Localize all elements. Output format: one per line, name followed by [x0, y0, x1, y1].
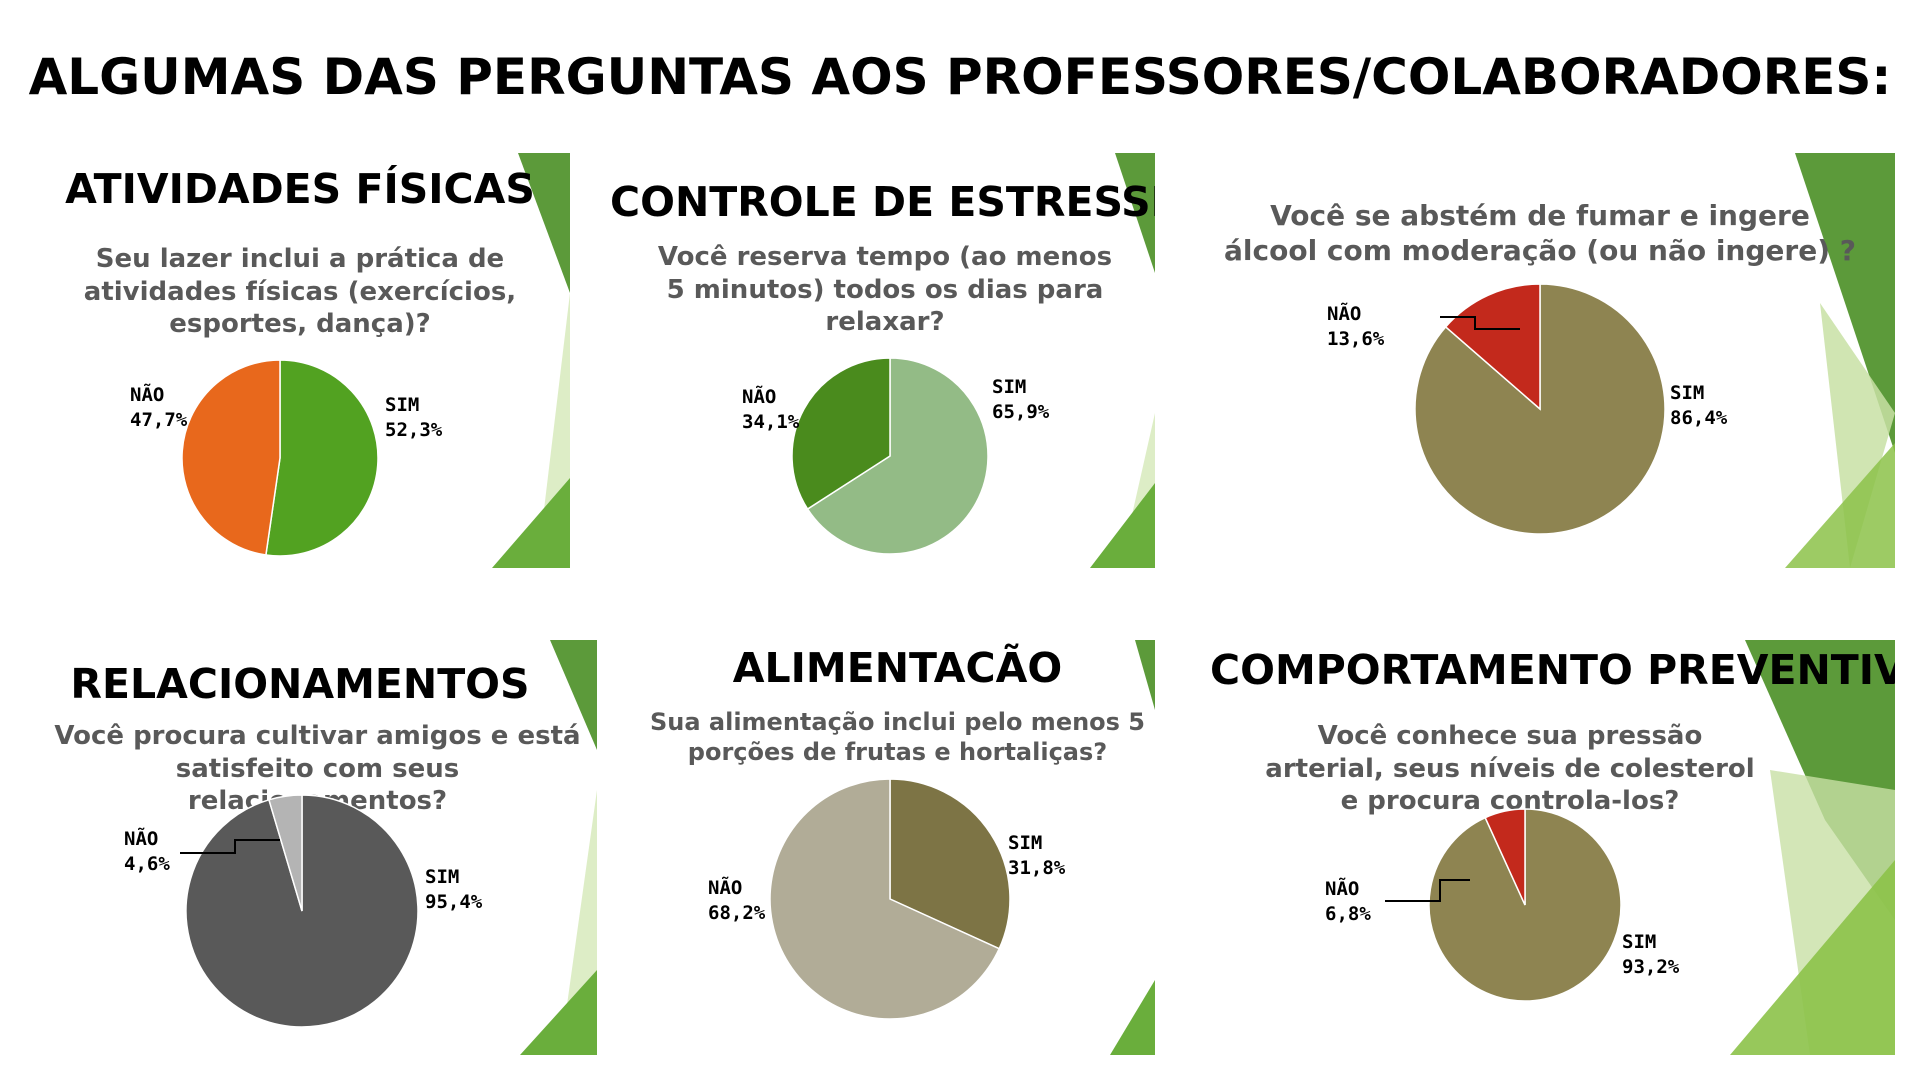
chart-title: RELACIONAMENTOS	[70, 660, 530, 708]
chart-panel-alimentacao: ALIMENTACÃO Sua alimentação inclui pelo …	[640, 640, 1155, 1055]
decorative-green-shapes	[1785, 153, 1895, 568]
pie-chart: SIM 86,4% NÃO 13,6%	[1327, 283, 1728, 535]
slice-value-nao: 6,8%	[1325, 903, 1371, 925]
slice-value-nao: 34,1%	[742, 411, 800, 433]
slice-label-nao: NÃO	[124, 826, 158, 850]
pie-slice-nao	[1484, 808, 1526, 906]
chart-panel-relacionamentos: RELACIONAMENTOS Você procura cultivar am…	[40, 640, 597, 1055]
slice-label-sim: SIM	[992, 376, 1026, 398]
slice-value-nao: 68,2%	[708, 902, 766, 924]
pie-chart: SIM 52,3% NÃO 47,7%	[130, 359, 443, 557]
slice-label-sim: SIM	[1670, 382, 1704, 404]
decorative-green-shapes	[492, 153, 570, 568]
slice-label-nao: NÃO	[742, 384, 776, 408]
slice-value-sim: 86,4%	[1670, 407, 1728, 429]
pie-slice-nao	[1444, 283, 1541, 411]
slice-value-sim: 65,9%	[992, 401, 1050, 423]
leader-line	[1385, 879, 1470, 902]
slice-value-nao: 47,7%	[130, 409, 188, 431]
chart-title: ATIVIDADES FÍSICAS	[65, 165, 535, 213]
chart-question: Você conhece sua pressão arterial, seus …	[1265, 721, 1755, 816]
leader-line	[180, 839, 280, 854]
pie-slice-nao	[181, 359, 281, 556]
slice-label-nao: NÃO	[1327, 301, 1361, 325]
chart-panel-atividades-fisicas: ATIVIDADES FÍSICAS Seu lazer inclui a pr…	[40, 153, 570, 568]
leader-line	[1440, 316, 1520, 330]
pie-chart: SIM 31,8% NÃO 68,2%	[708, 778, 1066, 1020]
slice-value-nao: 4,6%	[124, 853, 170, 875]
chart-panel-controle-estresse: CONTROLE DE ESTRESSE Você reserva tempo …	[610, 153, 1155, 568]
slice-label-sim: SIM	[1622, 931, 1656, 953]
slice-value-nao: 13,6%	[1327, 328, 1385, 350]
chart-question: Sua alimentação inclui pelo menos 5 porç…	[649, 708, 1146, 766]
chart-title: COMPORTAMENTO PREVENTIVO	[1210, 646, 1895, 694]
decorative-green-shapes	[1090, 153, 1155, 568]
decorative-green-shapes	[520, 640, 597, 1055]
pie-slice-sim	[265, 359, 379, 557]
chart-question: Seu lazer inclui a prática de atividades…	[83, 244, 517, 339]
pie-slice-sim	[889, 778, 1011, 950]
pie-slice-sim	[806, 357, 989, 555]
chart-question: Você se abstém de fumar e ingere álcool …	[1224, 199, 1856, 267]
slice-label-nao: NÃO	[1325, 876, 1359, 900]
slice-value-sim: 93,2%	[1622, 956, 1680, 978]
slice-label-sim: SIM	[385, 394, 419, 416]
chart-panel-fumo-alcool: Você se abstém de fumar e ingere álcool …	[1210, 153, 1895, 568]
chart-panel-comportamento-preventivo: COMPORTAMENTO PREVENTIVO Você conhece su…	[1210, 640, 1895, 1055]
pie-chart: SIM 65,9% NÃO 34,1%	[742, 357, 1050, 555]
slice-label-sim: SIM	[1008, 832, 1042, 854]
pie-chart: SIM 93,2% NÃO 6,8%	[1325, 808, 1680, 1002]
chart-question: Você procura cultivar amigos e está sati…	[54, 721, 581, 816]
decorative-green-shapes	[1110, 640, 1155, 1055]
slice-label-nao: NÃO	[708, 875, 742, 899]
slice-label-sim: SIM	[425, 866, 459, 888]
slice-value-sim: 95,4%	[425, 891, 483, 913]
pie-slice-nao	[268, 794, 303, 912]
slice-label-nao: NÃO	[130, 382, 164, 406]
slice-value-sim: 52,3%	[385, 419, 443, 441]
chart-title: ALIMENTACÃO	[732, 644, 1063, 692]
chart-question: Você reserva tempo (ao menos 5 minutos) …	[657, 242, 1113, 337]
pie-chart: SIM 95,4% NÃO 4,6%	[124, 794, 483, 1028]
pie-slice-nao	[791, 357, 891, 511]
slice-value-sim: 31,8%	[1008, 857, 1066, 879]
decorative-green-shapes	[1730, 640, 1895, 1055]
chart-title: CONTROLE DE ESTRESSE	[610, 178, 1155, 226]
pie-slice-nao	[769, 778, 1001, 1020]
page-title: ALGUMAS DAS PERGUNTAS AOS PROFESSORES/CO…	[28, 48, 1892, 106]
